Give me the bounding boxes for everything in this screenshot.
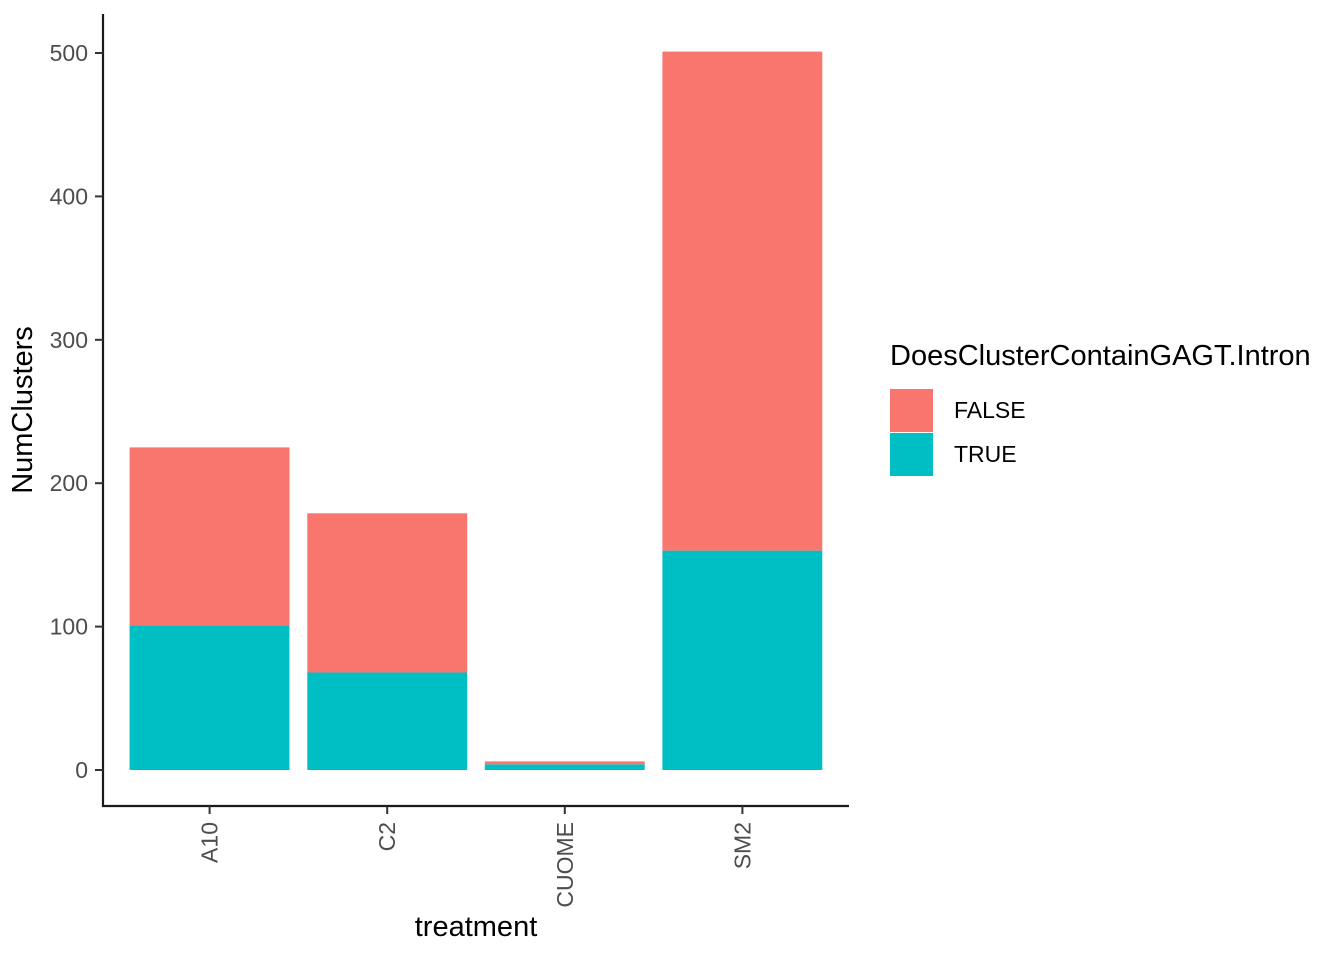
- y-axis-title: NumClusters: [7, 326, 39, 494]
- x-axis-title: treatment: [415, 911, 538, 943]
- bar-segment-CUOME-TRUE: [484, 764, 645, 770]
- legend-label-false: FALSE: [954, 397, 1026, 423]
- legend-swatch-true-icon: [890, 433, 933, 476]
- x-axis-tick-label: A10: [197, 822, 223, 863]
- bar-segment-A10-FALSE: [129, 447, 290, 626]
- legend-swatch-false-icon: [890, 389, 933, 432]
- bar-segment-C2-FALSE: [307, 513, 468, 673]
- bar-segment-A10-TRUE: [129, 625, 290, 770]
- y-axis-tick-label: 100: [50, 614, 88, 640]
- x-axis-tick-label: CUOME: [552, 822, 578, 908]
- x-axis-tick-label: C2: [374, 822, 400, 851]
- y-axis-tick-label: 200: [50, 470, 88, 496]
- legend-label-true: TRUE: [954, 441, 1017, 467]
- legend: DoesClusterContainGAGT.Intron FALSE TRUE: [890, 338, 1311, 477]
- y-axis-tick-label: 300: [50, 327, 88, 353]
- legend-item-false: FALSE: [890, 389, 1311, 432]
- y-axis-tick-label: 0: [75, 757, 88, 783]
- bar-segment-SM2-TRUE: [662, 550, 823, 770]
- bar-segment-SM2-FALSE: [662, 51, 823, 551]
- legend-item-true: TRUE: [890, 433, 1311, 476]
- y-axis-tick-label: 500: [50, 40, 88, 66]
- x-axis-tick-label: SM2: [729, 822, 755, 869]
- plot-panel: 0 100 200 300 400 500 A10 C2 CUOME SM2: [50, 14, 849, 908]
- bar-segment-CUOME-FALSE: [484, 761, 645, 765]
- bar-segment-C2-TRUE: [307, 672, 468, 770]
- legend-items: FALSE TRUE: [890, 389, 1311, 476]
- y-axis-tick-label: 400: [50, 183, 88, 209]
- legend-title: DoesClusterContainGAGT.Intron: [890, 340, 1311, 372]
